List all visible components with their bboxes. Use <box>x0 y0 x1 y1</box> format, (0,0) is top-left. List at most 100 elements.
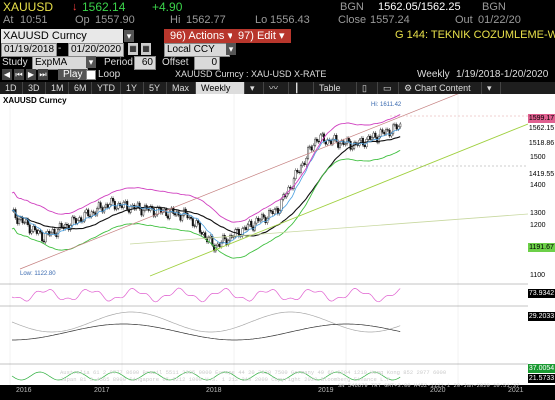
table-button[interactable]: Table <box>314 82 357 94</box>
bid-ask: 1562.05/1562.25 <box>378 0 461 13</box>
loop-checkbox[interactable] <box>86 70 96 80</box>
tab-1m[interactable]: 1M <box>46 82 69 94</box>
step-last-icon[interactable]: ⏭ <box>38 69 48 80</box>
candle-body <box>264 216 267 224</box>
security-input[interactable]: XAUUSD Curncy <box>1 29 123 43</box>
calendar-icon-2[interactable]: ▦ <box>141 43 151 55</box>
candle-body <box>383 132 386 135</box>
chart-area[interactable]: XAUUSD Curncy Hi: 1611.42 Low: 1122.80 <box>0 94 528 387</box>
zoom-icon[interactable]: ▯ <box>357 82 378 94</box>
candle-body <box>362 137 365 146</box>
gear-icon: ⚙ <box>404 83 415 93</box>
candle-body <box>280 199 283 211</box>
candle-body <box>369 135 372 140</box>
calendar-icon[interactable]: ▦ <box>128 43 138 55</box>
tab-1y[interactable]: 1Y <box>121 82 144 94</box>
y-tick: 1300 <box>530 210 546 217</box>
candle-body <box>115 208 118 210</box>
candle-body <box>188 216 191 219</box>
step-back-icon[interactable]: ◀ <box>2 69 12 80</box>
candle-body <box>37 230 40 234</box>
candle-body <box>310 146 313 151</box>
footer-line: Japan 81 3 4565 8900 Singapore 65 6212 1… <box>60 375 394 383</box>
candle-body <box>204 232 207 239</box>
candle-body <box>241 228 244 237</box>
y-tick: 1200 <box>530 222 546 229</box>
candle-body <box>195 220 198 227</box>
edit-menu[interactable]: 97) Edit ▾ <box>232 29 291 43</box>
candle-body <box>60 223 63 228</box>
date-value: 01/22/20 <box>478 14 521 26</box>
candle-body <box>32 226 35 232</box>
candle-body <box>347 138 350 142</box>
candle-body <box>53 228 56 234</box>
down-arrow-icon: ↓ <box>72 0 78 13</box>
candle-body <box>220 241 223 247</box>
dmi-value: 37.0054 <box>528 364 555 373</box>
end-date-input[interactable]: 01/20/2020 <box>68 43 125 57</box>
candle-body <box>335 135 338 142</box>
step-next-icon[interactable]: ▶ <box>26 69 36 80</box>
candle-body <box>296 170 299 173</box>
candle-body <box>344 143 347 145</box>
candle-body <box>106 204 109 208</box>
expand-icon[interactable]: ▭ <box>378 82 399 94</box>
candle-body <box>379 129 382 137</box>
trend-line <box>149 123 528 277</box>
ticker[interactable]: XAUUSD <box>3 0 54 14</box>
chart-content-button[interactable]: ⚙ Chart Content <box>399 82 482 94</box>
candle-body <box>255 217 258 224</box>
tab-3d[interactable]: 3D <box>23 82 46 94</box>
study-select[interactable]: ExpMA <box>32 56 88 70</box>
candle-body <box>181 215 184 221</box>
candle-body <box>260 214 263 221</box>
candle-body <box>374 132 377 138</box>
period-input[interactable]: 60 <box>134 56 156 70</box>
play-button[interactable]: Play <box>58 69 88 80</box>
candle-body <box>21 217 24 223</box>
date-label: Out <box>455 14 473 26</box>
low-annotation: Low: 1122.80 <box>20 271 56 277</box>
candle-body <box>393 124 396 126</box>
flag-ema: 1599.17 <box>528 114 555 123</box>
candle-body <box>202 232 205 235</box>
flag-lower-band: 1191.67 <box>528 243 555 252</box>
frequency-select[interactable]: Weekly <box>196 82 245 94</box>
tab-ytd[interactable]: YTD <box>92 82 121 94</box>
candle-body <box>305 158 308 166</box>
start-date-input[interactable]: 01/19/2018 <box>1 43 58 57</box>
settings-dropdown-icon[interactable]: ▾ <box>482 82 501 94</box>
candle-body <box>399 123 402 128</box>
upper-band <box>11 114 401 223</box>
candle-body <box>165 209 168 217</box>
candle-body <box>51 228 54 234</box>
candle-body <box>18 219 21 224</box>
currency-dropdown-icon[interactable]: ▾ <box>226 43 236 55</box>
security-dropdown-icon[interactable]: ▾ <box>124 30 134 42</box>
low-label: Lo <box>255 14 268 26</box>
candle-body <box>250 220 253 228</box>
step-first-icon[interactable]: ⏮ <box>14 69 24 80</box>
offset-input[interactable]: 0 <box>194 56 220 70</box>
candle-body <box>269 210 272 212</box>
price-change: +4.90 <box>152 0 183 14</box>
high-annotation: Hi: 1611.42 <box>371 102 402 108</box>
currency-select[interactable]: Local CCY <box>164 43 230 57</box>
footer-line: SN 546679 TRT GMT+3:00 H452-1121-1 20-Ja… <box>338 382 520 389</box>
frequency-dropdown-icon[interactable]: ▾ <box>245 82 264 94</box>
candle-body <box>182 208 185 216</box>
actions-menu[interactable]: 96) Actions ▾ <box>164 29 240 43</box>
tab-1d[interactable]: 1D <box>0 82 23 94</box>
tab-5y[interactable]: 5Y <box>144 82 167 94</box>
price-chart <box>0 94 528 387</box>
playback-bar: ◀ ⏮ ▶ ⏭ Play Loop XAUUSD Curncy : XAU-US… <box>0 69 555 81</box>
study-dropdown-icon[interactable]: ▾ <box>86 56 96 68</box>
candle-body <box>372 132 375 138</box>
bar-chart-icon[interactable]: ┃ <box>289 82 314 94</box>
candle-body <box>110 198 113 205</box>
y-tick: 1100 <box>530 272 546 279</box>
tab-6m[interactable]: 6M <box>69 82 92 94</box>
tab-max[interactable]: Max <box>167 82 196 94</box>
candle-body <box>186 212 189 219</box>
line-chart-icon[interactable]: 〰 <box>264 82 289 94</box>
